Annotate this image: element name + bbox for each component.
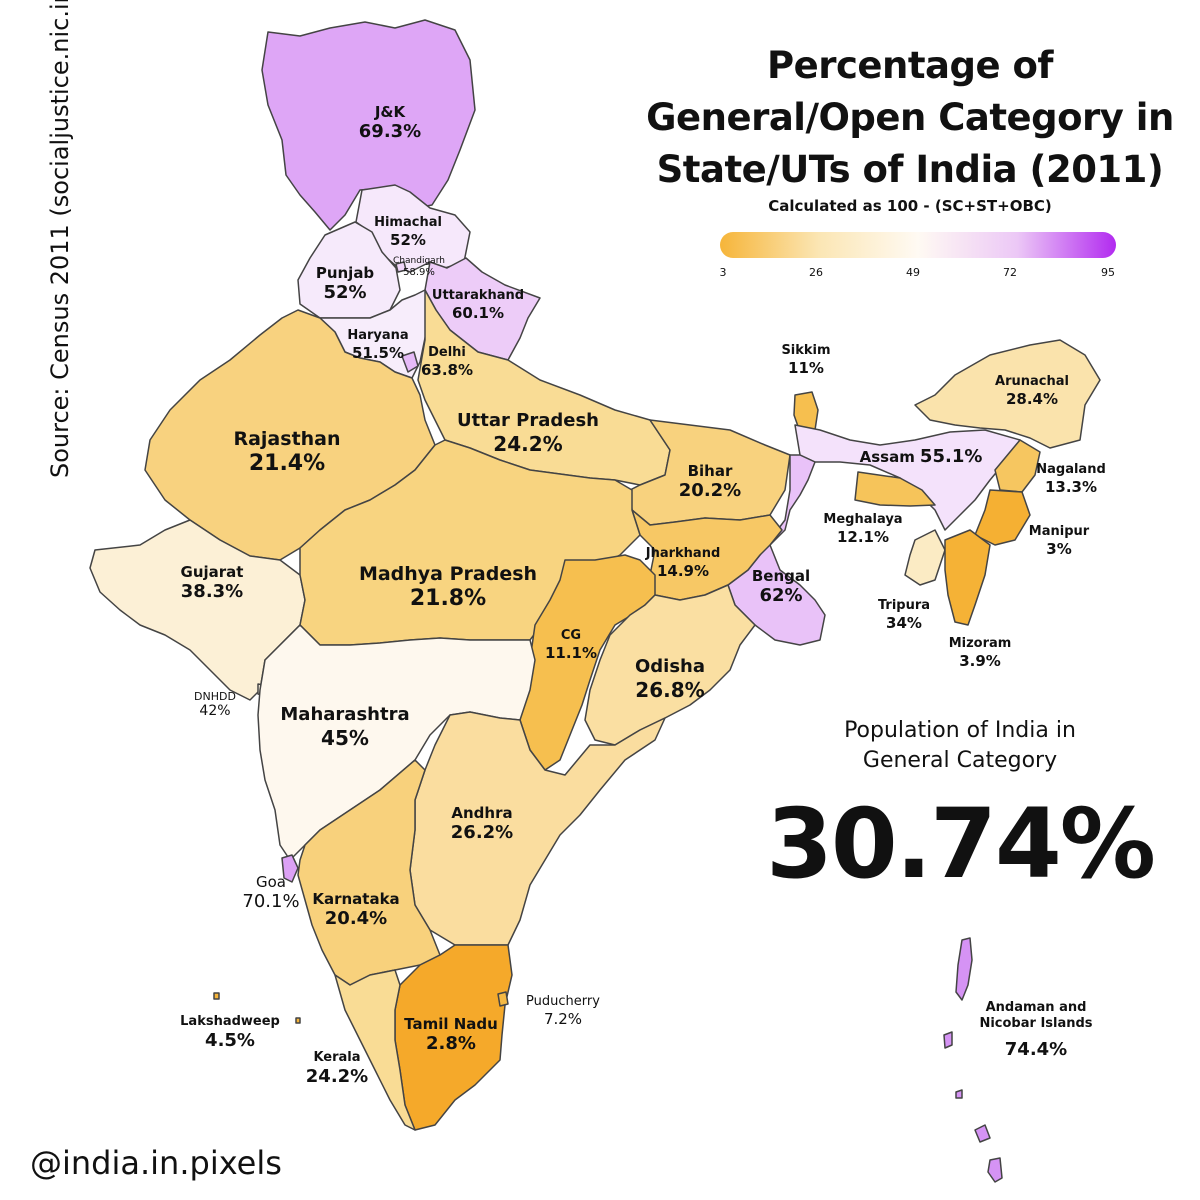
label-chandigarh: Chandigarh 58.9% [393, 256, 445, 278]
region-chandigarh [395, 261, 407, 273]
author-handle: @india.in.pixels [30, 1144, 282, 1182]
label-himachal: Himachal 52% [374, 215, 442, 249]
region-goa [281, 854, 299, 883]
label-bihar: Bihar 20.2% [678, 462, 742, 501]
legend-tick: 72 [1003, 266, 1017, 279]
label-karnataka: Karnataka 20.4% [312, 890, 400, 929]
label-cg: CG 11.1% [544, 628, 598, 662]
label-jk: J&K 69.3% [358, 103, 422, 142]
label-nagaland: Nagaland 13.3% [1036, 462, 1106, 496]
region-meghalaya [854, 471, 936, 507]
label-tamil-nadu: Tamil Nadu 2.8% [404, 1015, 498, 1054]
region-tripura [904, 529, 946, 586]
label-maharashtra: Maharashtra 45% [280, 704, 410, 750]
label-bengal: Bengal 62% [751, 567, 811, 606]
label-andaman: Andaman and Nicobar Islands 74.4% [979, 1000, 1093, 1061]
source-credit: Source: Census 2011 (socialjustice.nic.i… [46, 0, 74, 478]
label-uttarakhand: Uttarakhand 60.1% [431, 288, 525, 322]
label-tripura: Tripura 34% [877, 598, 931, 632]
label-uttar-pradesh: Uttar Pradesh 24.2% [457, 410, 599, 456]
label-punjab: Punjab 52% [315, 264, 375, 303]
label-meghalaya: Meghalaya 12.1% [823, 512, 903, 546]
label-arunachal: Arunachal 28.4% [995, 374, 1069, 408]
label-manipur: Manipur 3% [1028, 524, 1090, 558]
label-sikkim: Sikkim 11% [781, 343, 831, 377]
region-mizoram [944, 529, 991, 626]
legend-tick: 95 [1101, 266, 1115, 279]
label-haryana: Haryana 51.5% [347, 328, 409, 362]
legend-tick: 49 [906, 266, 920, 279]
population-label: Population of India in General Category [844, 718, 1076, 773]
region-uttar-pradesh [417, 289, 671, 486]
label-kerala: Kerala 24.2% [305, 1050, 369, 1087]
label-lakshadweep: Lakshadweep 4.5% [180, 1014, 280, 1051]
region-arunachal [914, 339, 1101, 449]
region-kerala [334, 969, 416, 1131]
map-subtitle: Calculated as 100 - (SC+ST+OBC) [768, 197, 1052, 215]
region-andaman [943, 937, 1003, 1183]
label-goa: Goa 70.1% [242, 873, 300, 912]
label-dnhdd: DNHDD 42% [194, 690, 236, 720]
label-assam: Assam 55.1% [859, 446, 983, 467]
label-jharkhand: Jharkhand 14.9% [645, 546, 721, 580]
label-odisha: Odisha 26.8% [634, 656, 706, 702]
region-lakshadweep [213, 992, 301, 1024]
legend-tick: 26 [809, 266, 823, 279]
label-puducherry: Puducherry 7.2% [526, 994, 600, 1028]
region-delhi [401, 351, 419, 373]
legend-tick: 3 [719, 266, 727, 279]
label-andhra: Andhra 26.2% [450, 804, 514, 843]
region-cg [519, 554, 656, 771]
label-delhi: Delhi 63.8% [420, 345, 474, 379]
label-rajasthan: Rajasthan 21.4% [233, 428, 341, 476]
legend-color-scale [720, 232, 1116, 258]
label-mizoram: Mizoram 3.9% [948, 636, 1012, 670]
population-value: 30.74% [766, 788, 1156, 900]
region-manipur [974, 489, 1031, 546]
label-madhya-pradesh: Madhya Pradesh 21.8% [358, 563, 538, 611]
region-puducherry [497, 991, 509, 1007]
label-gujarat: Gujarat 38.3% [180, 563, 244, 602]
map-title: Percentage of General/Open Category in S… [646, 44, 1174, 191]
region-assam [794, 424, 1021, 531]
